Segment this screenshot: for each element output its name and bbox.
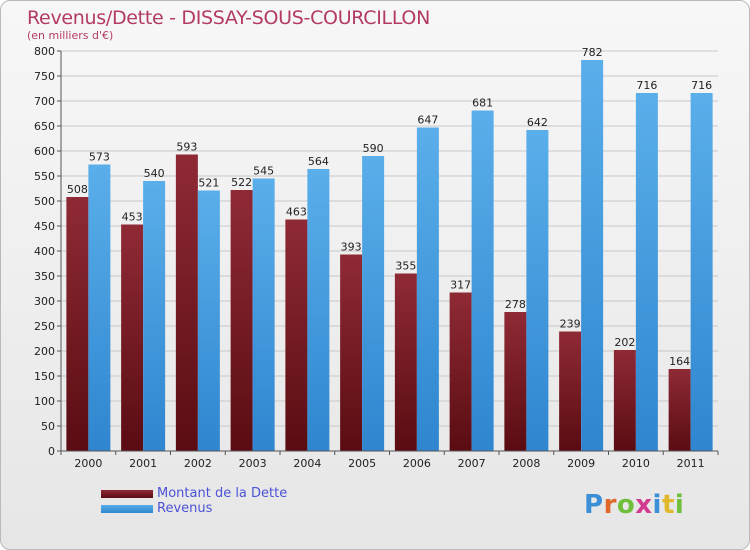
x-tick-label: 2004 xyxy=(293,457,321,470)
x-tick-label: 2005 xyxy=(348,457,376,470)
data-label-revenue: 681 xyxy=(472,97,493,110)
y-tick-label: 500 xyxy=(34,195,55,208)
data-label-revenue: 545 xyxy=(253,165,274,178)
bar-revenue xyxy=(416,127,439,451)
data-label-debt: 278 xyxy=(505,298,526,311)
bar-debt xyxy=(559,331,582,451)
y-tick-label: 400 xyxy=(34,245,55,258)
y-tick-label: 800 xyxy=(34,45,55,58)
legend-swatch-debt xyxy=(101,490,153,498)
y-tick-label: 450 xyxy=(34,220,55,233)
data-label-debt: 393 xyxy=(341,241,362,254)
data-label-revenue: 647 xyxy=(417,114,438,127)
proxiti-logo: Proxiti xyxy=(584,490,684,520)
data-label-revenue: 716 xyxy=(636,79,657,92)
x-tick-label: 2009 xyxy=(567,457,595,470)
data-label-revenue: 642 xyxy=(527,116,548,129)
data-label-debt: 453 xyxy=(122,211,143,224)
bar-revenue xyxy=(362,156,385,451)
y-tick-label: 100 xyxy=(34,395,55,408)
y-tick-label: 550 xyxy=(34,170,55,183)
x-tick-label: 2010 xyxy=(622,457,650,470)
x-tick-label: 2007 xyxy=(458,457,486,470)
legend-label-debt: Montant de la Dette xyxy=(157,486,288,501)
x-tick-label: 2008 xyxy=(512,457,540,470)
bar-revenue xyxy=(143,181,166,451)
y-tick-label: 0 xyxy=(48,445,55,458)
data-label-debt: 463 xyxy=(286,206,307,219)
data-label-revenue: 521 xyxy=(198,177,219,190)
data-label-debt: 355 xyxy=(395,260,416,273)
legend-label-revenue: Revenus xyxy=(157,501,213,516)
y-tick-label: 250 xyxy=(34,320,55,333)
data-label-revenue: 573 xyxy=(89,151,110,164)
bar-debt xyxy=(285,219,308,451)
logo-letter: x xyxy=(635,490,653,520)
data-label-revenue: 540 xyxy=(144,167,165,180)
bar-debt xyxy=(504,312,527,451)
data-label-debt: 593 xyxy=(176,141,197,154)
bar-debt xyxy=(668,369,691,451)
bar-revenue xyxy=(307,169,330,451)
data-label-revenue: 782 xyxy=(582,46,603,59)
data-label-revenue: 716 xyxy=(691,79,712,92)
logo-letter: i xyxy=(674,490,685,520)
bar-revenue xyxy=(252,178,275,451)
y-tick-label: 750 xyxy=(34,70,55,83)
y-tick-label: 50 xyxy=(41,420,55,433)
bar-revenue xyxy=(471,110,494,451)
data-label-debt: 508 xyxy=(67,183,88,196)
bar-debt xyxy=(449,292,472,451)
y-tick-label: 650 xyxy=(34,120,55,133)
data-label-revenue: 564 xyxy=(308,155,329,168)
x-tick-label: 2003 xyxy=(239,457,267,470)
y-tick-label: 200 xyxy=(34,345,55,358)
x-tick-label: 2011 xyxy=(677,457,705,470)
bar-debt xyxy=(175,154,198,451)
logo-letter: o xyxy=(616,490,636,520)
x-tick-label: 2000 xyxy=(74,457,102,470)
x-tick-label: 2006 xyxy=(403,457,431,470)
data-label-revenue: 590 xyxy=(363,142,384,155)
y-tick-label: 150 xyxy=(34,370,55,383)
bar-revenue xyxy=(88,164,111,451)
x-tick-label: 2001 xyxy=(129,457,157,470)
chart-title: Revenus/Dette - DISSAY-SOUS-COURCILLON xyxy=(27,7,430,29)
data-label-debt: 239 xyxy=(560,318,581,331)
bar-debt xyxy=(230,190,253,451)
logo-letter: i xyxy=(652,490,662,520)
bar-debt xyxy=(121,224,144,451)
logo-letter: t xyxy=(661,490,675,520)
grid-lines xyxy=(61,50,718,452)
bar-debt xyxy=(340,254,363,451)
bar-debt xyxy=(66,197,89,451)
legend-swatch-revenue xyxy=(101,505,153,513)
data-label-debt: 522 xyxy=(231,176,252,189)
chart-subtitle: (en milliers d'€) xyxy=(27,29,114,42)
y-tick-label: 350 xyxy=(34,270,55,283)
bar-revenue xyxy=(197,190,220,451)
bar-revenue xyxy=(526,130,549,451)
x-tick-label: 2002 xyxy=(184,457,212,470)
labels: 0 50 100 150 200 250 300 350 400 450 500 550 600 650 7… xyxy=(34,45,712,470)
bar-revenue xyxy=(635,93,658,451)
axes xyxy=(57,50,719,455)
y-tick-label: 300 xyxy=(34,295,55,308)
logo-letter: P xyxy=(584,490,604,520)
y-tick-label: 600 xyxy=(34,145,55,158)
bar-debt xyxy=(394,273,417,451)
bar-debt xyxy=(613,350,636,451)
data-label-debt: 317 xyxy=(450,279,471,292)
data-label-debt: 164 xyxy=(669,355,690,368)
data-label-debt: 202 xyxy=(614,336,635,349)
logo-letter: r xyxy=(603,490,617,520)
bars xyxy=(66,60,713,451)
bar-revenue xyxy=(581,60,604,451)
y-tick-label: 700 xyxy=(34,95,55,108)
bar-revenue xyxy=(690,93,713,451)
